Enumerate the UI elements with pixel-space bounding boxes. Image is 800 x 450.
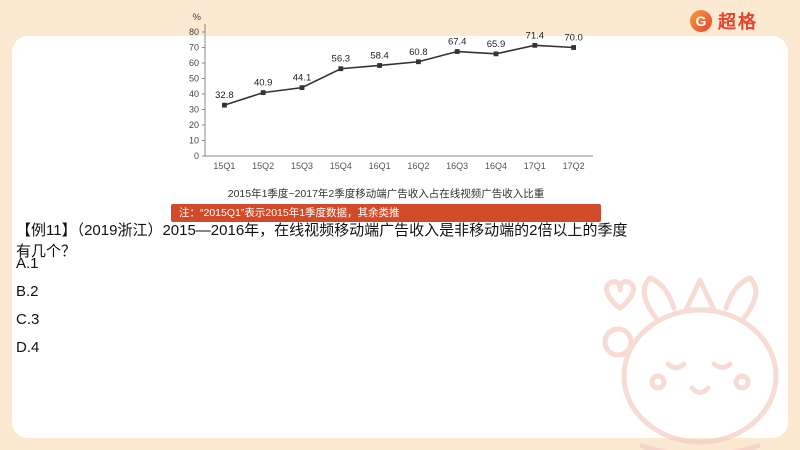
- question-stem: 【例11】（2019浙江）2015—2016年，在线视频移动端广告收入是非移动端…: [16, 222, 628, 260]
- svg-text:0: 0: [194, 151, 199, 161]
- brand-logo: G 超格: [690, 8, 758, 34]
- svg-text:10: 10: [189, 136, 199, 146]
- svg-text:15Q4: 15Q4: [330, 161, 352, 171]
- svg-text:80: 80: [189, 27, 199, 37]
- svg-text:15Q1: 15Q1: [213, 161, 235, 171]
- svg-text:15Q3: 15Q3: [291, 161, 313, 171]
- svg-text:58.4: 58.4: [370, 50, 389, 61]
- option-a: A.1: [16, 255, 39, 272]
- options-list: A.1 B.2 C.3 D.4: [16, 250, 39, 362]
- svg-text:17Q2: 17Q2: [563, 161, 585, 171]
- svg-text:16Q1: 16Q1: [369, 161, 391, 171]
- svg-text:17Q1: 17Q1: [524, 161, 546, 171]
- option-c: C.3: [16, 311, 40, 328]
- svg-text:67.4: 67.4: [448, 37, 467, 48]
- svg-text:40.9: 40.9: [254, 78, 273, 89]
- svg-text:16Q2: 16Q2: [407, 161, 429, 171]
- svg-text:60.8: 60.8: [409, 47, 428, 58]
- svg-text:40: 40: [189, 89, 199, 99]
- svg-text:20: 20: [189, 120, 199, 130]
- option-d: D.4: [16, 339, 40, 356]
- content-card: [12, 36, 788, 438]
- chart-note: 注：“2015Q1”表示2015年1季度数据，其余类推: [171, 204, 601, 222]
- mascot-watermark: [602, 275, 779, 450]
- option-b: B.2: [16, 283, 39, 300]
- svg-text:60: 60: [189, 58, 199, 68]
- svg-text:70.0: 70.0: [564, 33, 583, 44]
- svg-text:%: %: [193, 12, 202, 23]
- chart-title: 2015年1季度~2017年2季度移动端广告收入占在线视频广告收入比重: [227, 188, 545, 200]
- svg-text:71.4: 71.4: [526, 30, 545, 41]
- svg-text:16Q4: 16Q4: [485, 161, 507, 171]
- svg-text:50: 50: [189, 74, 199, 84]
- svg-text:70: 70: [189, 43, 199, 53]
- svg-text:44.1: 44.1: [293, 73, 312, 84]
- svg-text:16Q3: 16Q3: [446, 161, 468, 171]
- svg-text:65.9: 65.9: [487, 39, 506, 50]
- svg-text:30: 30: [189, 105, 199, 115]
- svg-text:56.3: 56.3: [332, 54, 351, 65]
- svg-text:15Q2: 15Q2: [252, 161, 274, 171]
- brand-logo-text: 超格: [718, 12, 758, 32]
- line-chart: 0 10 20 30 40 50 60 70 80% 32.8 15Q1 40.9 15Q2 44.1 15…: [189, 12, 593, 171]
- brand-logo-icon: G: [690, 10, 712, 32]
- chart-block: 0 10 20 30 40 50 60 70 80% 32.8 15Q1 40.9 15Q2 44.1 15…: [171, 10, 601, 222]
- svg-text:32.8: 32.8: [215, 90, 234, 101]
